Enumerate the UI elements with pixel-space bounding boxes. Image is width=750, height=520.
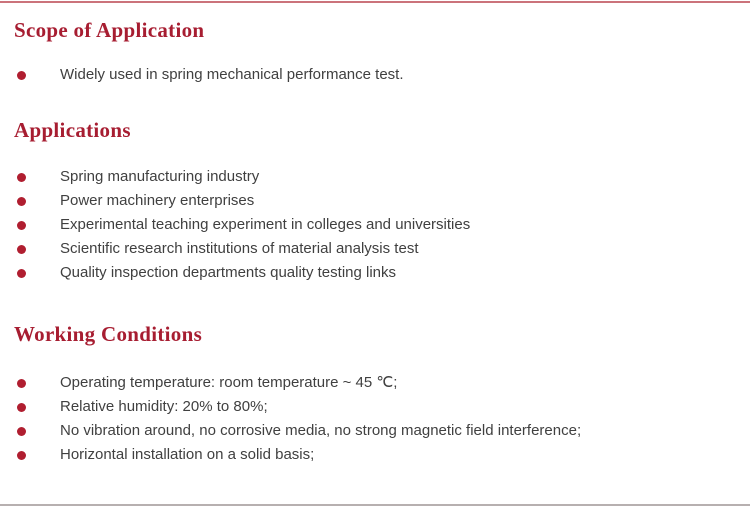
- list-item-text: Relative humidity: 20% to 80%;: [60, 398, 268, 415]
- list-item: Experimental teaching experiment in coll…: [0, 213, 750, 237]
- section-title-applications: Applications: [14, 118, 131, 142]
- list-item-text: Power machinery enterprises: [60, 192, 255, 209]
- bullet-icon: [17, 268, 26, 278]
- list-item: Spring manufacturing industry: [0, 165, 750, 189]
- list-item: Horizontal installation on a solid basis…: [0, 443, 750, 467]
- list-item-text: Operating temperature: room temperature …: [60, 374, 398, 391]
- list-item: Widely used in spring mechanical perform…: [0, 63, 750, 87]
- working-conditions-bullet-list: Operating temperature: room temperature …: [0, 371, 750, 467]
- bullet-icon: [17, 378, 26, 388]
- list-item: Relative humidity: 20% to 80%;: [0, 395, 750, 419]
- list-item-text: Scientific research institutions of mate…: [60, 240, 419, 257]
- bullet-icon: [17, 244, 26, 254]
- top-border-line: [0, 1, 750, 3]
- section-title-scope-of-application: Scope of Application: [14, 18, 205, 42]
- bullet-icon: [17, 450, 26, 460]
- list-item-text: Widely used in spring mechanical perform…: [60, 66, 404, 83]
- list-item-text: Experimental teaching experiment in coll…: [60, 216, 471, 233]
- section-title-working-conditions: Working Conditions: [14, 322, 203, 346]
- list-item-text: Horizontal installation on a solid basis…: [60, 446, 315, 463]
- bottom-border-line: [0, 504, 750, 506]
- scope-bullet-list: Widely used in spring mechanical perform…: [0, 63, 750, 87]
- list-item-text: No vibration around, no corrosive media,…: [60, 422, 582, 439]
- list-item: Power machinery enterprises: [0, 189, 750, 213]
- list-item: Operating temperature: room temperature …: [0, 371, 750, 395]
- list-item: No vibration around, no corrosive media,…: [0, 419, 750, 443]
- bullet-icon: [17, 70, 26, 80]
- bullet-icon: [17, 172, 26, 182]
- list-item: Quality inspection departments quality t…: [0, 261, 750, 285]
- applications-bullet-list: Spring manufacturing industry Power mach…: [0, 165, 750, 285]
- bullet-icon: [17, 196, 26, 206]
- bullet-icon: [17, 220, 26, 230]
- bullet-icon: [17, 426, 26, 436]
- bullet-icon: [17, 402, 26, 412]
- list-item-text: Spring manufacturing industry: [60, 168, 260, 185]
- list-item: Scientific research institutions of mate…: [0, 237, 750, 261]
- list-item-text: Quality inspection departments quality t…: [60, 264, 397, 281]
